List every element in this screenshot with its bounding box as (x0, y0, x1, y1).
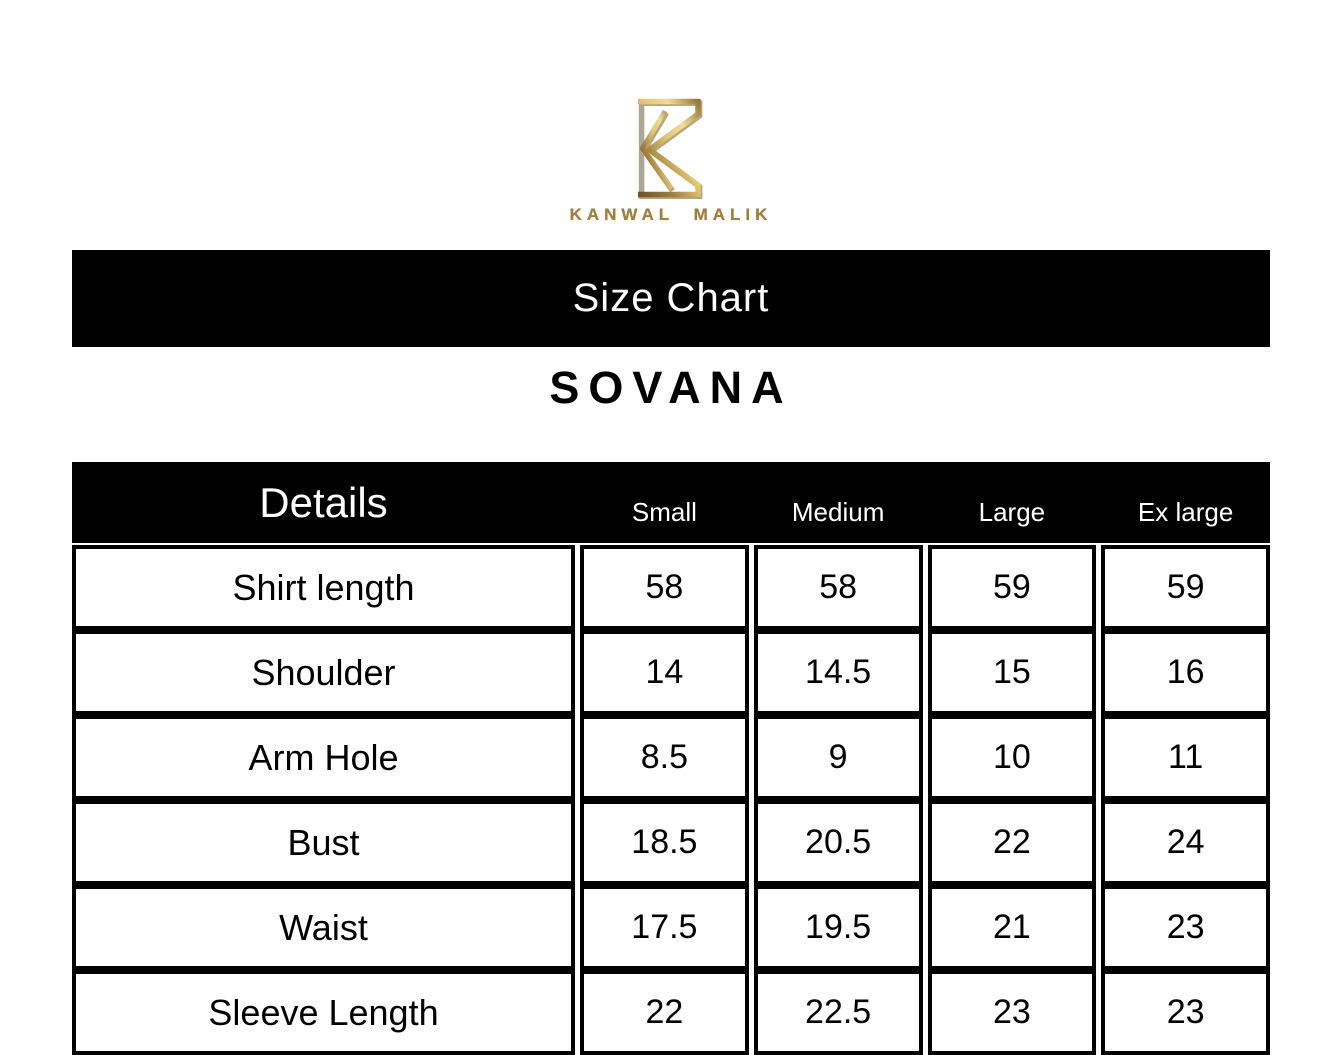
row-label: Shirt length (72, 545, 575, 630)
size-value-cell: 23 (1101, 885, 1270, 970)
size-value-cell: 22.5 (753, 970, 923, 1055)
size-value-cell: 21 (927, 885, 1097, 970)
table-row: Bust 18.5 20.5 22 24 (72, 800, 1270, 885)
row-label: Bust (72, 800, 575, 885)
brand-name: KANWAL MALIK (569, 205, 773, 224)
size-value-cell: 23 (1101, 970, 1270, 1055)
size-value-cell: 10 (927, 715, 1097, 800)
size-value-cell: 59 (927, 545, 1097, 630)
size-value-cell: 22 (927, 800, 1097, 885)
size-value-cell: 19.5 (753, 885, 923, 970)
size-table: Details Small Medium Large Ex large Shirt l… (72, 462, 1270, 1055)
table-row: Sleeve Length 22 22.5 23 23 (72, 970, 1270, 1055)
size-value-cell: 58 (753, 545, 923, 630)
size-value-cell: 16 (1101, 630, 1270, 715)
size-chart-banner-title: Size Chart (572, 276, 770, 320)
row-label: Arm Hole (72, 715, 575, 800)
details-column-header: Details (259, 478, 388, 526)
size-value-cell: 11 (1101, 715, 1270, 800)
size-value-cell: 17.5 (580, 885, 749, 970)
kz-monogram-icon (637, 98, 703, 200)
size-column-header: Ex large (1137, 497, 1234, 527)
product-name: SOVANA (549, 362, 793, 413)
row-label: Shoulder (72, 630, 575, 715)
size-value-cell: 58 (580, 545, 749, 630)
table-row: Shoulder 14 14.5 15 16 (72, 630, 1270, 715)
size-value-cell: 24 (1101, 800, 1270, 885)
table-row: Arm Hole 8.5 9 10 11 (72, 715, 1270, 800)
size-value-cell: 23 (927, 970, 1097, 1055)
size-value-cell: 18.5 (580, 800, 749, 885)
brand-header: KANWAL MALIK (72, 0, 1270, 227)
size-value-cell: 15 (927, 630, 1097, 715)
size-value-cell: 14 (580, 630, 749, 715)
size-value-cell: 59 (1101, 545, 1270, 630)
table-row: Shirt length 58 58 59 59 (72, 545, 1270, 630)
size-value-cell: 14.5 (753, 630, 923, 715)
table-header-row: Details Small Medium Large Ex large (72, 462, 1270, 543)
size-chart-banner: Size Chart (72, 250, 1270, 347)
size-chart-page: KANWAL MALIK Size Chart SOVANA Details S… (72, 0, 1270, 1055)
table-body: Shirt length 58 58 59 59 Shoulder 14 14.5 15 16 Ar… (72, 545, 1270, 1055)
row-label: Waist (72, 885, 575, 970)
table-row: Waist 17.5 19.5 21 23 (72, 885, 1270, 970)
size-value-cell: 20.5 (753, 800, 923, 885)
size-value-cell: 8.5 (580, 715, 749, 800)
size-column-header: Small (631, 497, 697, 527)
size-value-cell: 22 (580, 970, 749, 1055)
size-value-cell: 9 (753, 715, 923, 800)
row-label: Sleeve Length (72, 970, 575, 1055)
size-column-header: Medium (791, 497, 885, 527)
size-column-header: Large (978, 497, 1046, 527)
